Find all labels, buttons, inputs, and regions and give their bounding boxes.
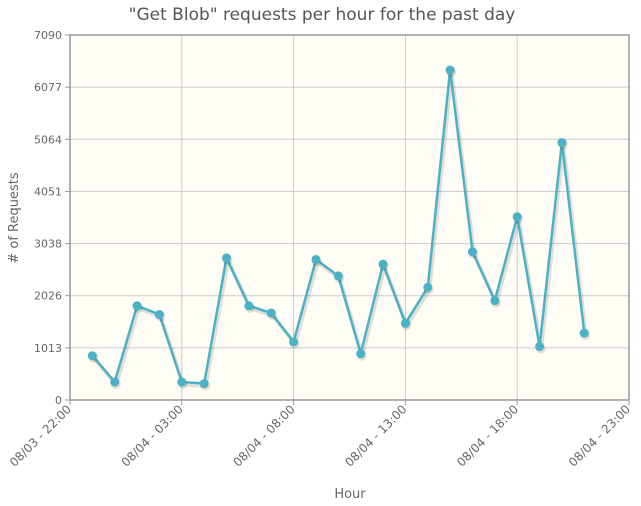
y-tick-label: 7090 — [34, 29, 62, 42]
data-point — [378, 259, 388, 269]
y-tick-label: 2026 — [34, 290, 62, 303]
data-point — [512, 212, 522, 222]
y-tick-label: 4051 — [34, 185, 62, 198]
plot-area — [70, 35, 629, 400]
grid — [70, 35, 629, 400]
x-tick-label: 08/04 - 03:00 — [119, 402, 186, 469]
x-tick-label: 08/03 - 22:00 — [7, 402, 74, 469]
data-point — [110, 377, 120, 387]
data-point — [244, 301, 254, 311]
y-axis-label: # of Requests — [7, 172, 22, 263]
data-point — [266, 308, 276, 318]
data-point — [132, 301, 142, 311]
x-tick-label: 08/04 - 13:00 — [342, 402, 409, 469]
x-tick-label: 08/04 - 18:00 — [454, 402, 521, 469]
data-point — [557, 138, 567, 148]
plot-border — [69, 34, 630, 401]
data-point — [289, 337, 299, 347]
data-point — [356, 349, 366, 359]
y-tick-label: 5064 — [34, 133, 62, 146]
x-tick-label: 08/04 - 08:00 — [230, 402, 297, 469]
series — [87, 65, 591, 391]
data-point — [199, 379, 209, 389]
x-axis-ticks: 08/03 - 22:00 08/04 - 03:00 08/04 - 08:00 0… — [7, 400, 633, 469]
y-tick-label: 6077 — [34, 81, 62, 94]
data-point — [467, 247, 477, 257]
data-point — [490, 296, 500, 306]
data-point — [423, 282, 433, 292]
data-point — [87, 351, 97, 361]
y-tick-label: 0 — [55, 394, 62, 407]
y-tick-label: 1013 — [34, 342, 62, 355]
data-point — [222, 253, 232, 263]
chart-title: "Get Blob" requests per hour for the pas… — [129, 5, 516, 25]
data-point — [333, 271, 343, 281]
x-tick-label: 08/04 - 23:00 — [566, 402, 633, 469]
data-point — [445, 65, 455, 75]
y-tick-label: 3038 — [34, 238, 62, 251]
data-point — [177, 377, 187, 387]
data-point — [400, 318, 410, 328]
x-axis-label: Hour — [334, 487, 366, 502]
y-axis-ticks: 0 1013 2026 3038 4051 5064 6077 7090 — [34, 29, 70, 407]
data-point — [535, 341, 545, 351]
data-point — [154, 310, 164, 320]
data-point — [579, 328, 589, 338]
data-point — [311, 254, 321, 264]
